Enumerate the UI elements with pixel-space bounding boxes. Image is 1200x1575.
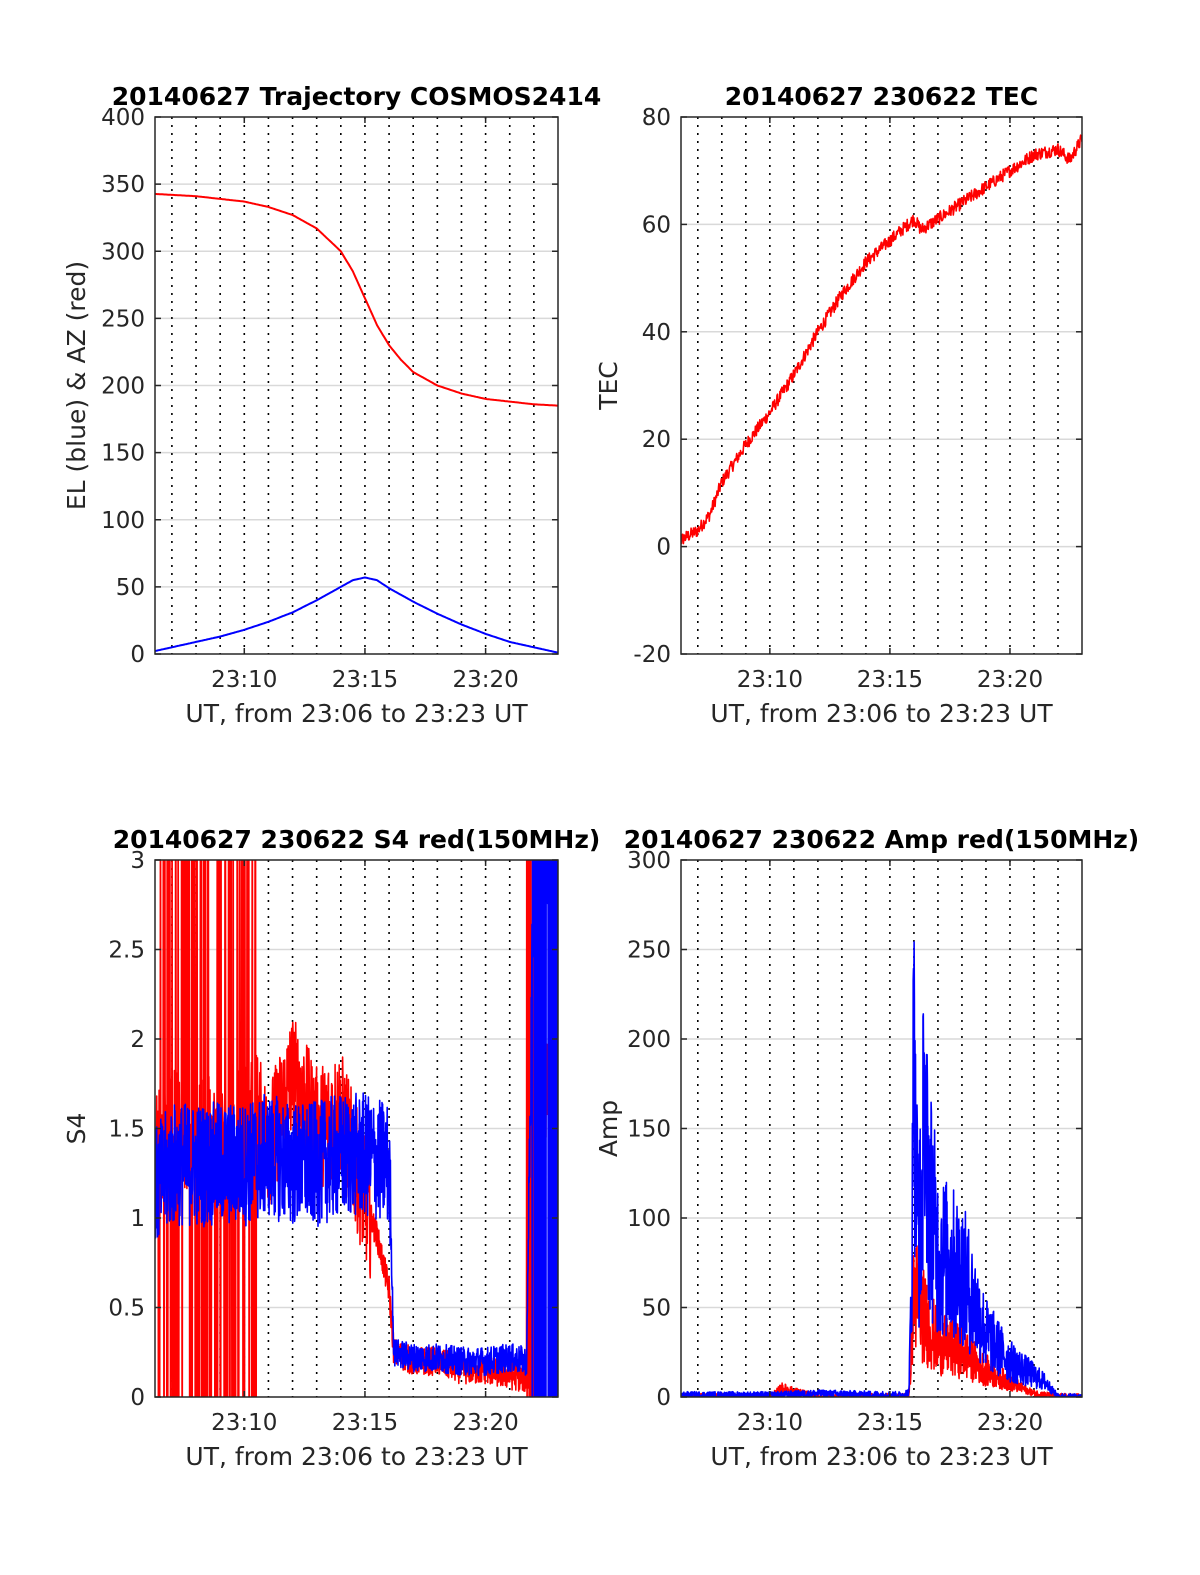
y-tick-label: 2.5 bbox=[108, 938, 145, 964]
series-red-line bbox=[155, 192, 558, 407]
y-tick-label: 0 bbox=[656, 1385, 671, 1411]
x-tick-label: 23:20 bbox=[452, 667, 518, 693]
series-blue-line bbox=[681, 941, 1082, 1397]
chart-panel-3: 0 0.5 1 1.5 2 2.5 3 23:10 23:15 23:20 20140627 230… bbox=[62, 825, 601, 1471]
x-tick-label: 23:20 bbox=[977, 667, 1043, 693]
y-tick-label: 50 bbox=[116, 575, 145, 601]
y-tick-label: 0.5 bbox=[108, 1296, 145, 1322]
chart-panel-2: -20 0 20 40 60 80 23:10 23:15 23:20 20140627 2306… bbox=[594, 82, 1083, 728]
x-tick-label: 23:10 bbox=[737, 1410, 803, 1436]
y-tick-label: 200 bbox=[627, 1027, 671, 1053]
y-tick-label: 1.5 bbox=[108, 1117, 145, 1143]
x-tick-label: 23:20 bbox=[452, 1410, 518, 1436]
y-tick-label: 250 bbox=[627, 938, 671, 964]
y-tick-label: 150 bbox=[627, 1117, 671, 1143]
x-axis-label: UT, from 23:06 to 23:23 UT bbox=[710, 699, 1053, 728]
y-tick-label: 3 bbox=[130, 848, 145, 874]
x-tick-label: 23:15 bbox=[857, 667, 923, 693]
x-axis-label: UT, from 23:06 to 23:23 UT bbox=[185, 699, 528, 728]
y-tick-label: 2 bbox=[130, 1027, 145, 1053]
y-tick-label: 50 bbox=[642, 1296, 671, 1322]
chart-title: 20140627 230622 Amp red(150MHz) bbox=[624, 825, 1140, 854]
y-tick-label: 300 bbox=[627, 848, 671, 874]
y-axis-label: Amp bbox=[594, 1100, 623, 1157]
series-blue-line bbox=[155, 576, 558, 654]
chart-title: 20140627 230622 TEC bbox=[725, 82, 1038, 111]
y-tick-label: 350 bbox=[101, 172, 145, 198]
y-tick-label: 80 bbox=[642, 105, 671, 131]
series-group bbox=[681, 941, 1082, 1397]
y-tick-label: 100 bbox=[627, 1206, 671, 1232]
y-tick-label: 40 bbox=[642, 320, 671, 346]
x-tick-label: 23:15 bbox=[857, 1410, 923, 1436]
y-tick-label: 1 bbox=[130, 1206, 145, 1232]
series-blue-line bbox=[155, 860, 558, 1397]
y-axis-label: S4 bbox=[62, 1113, 91, 1145]
x-tick-label: 23:15 bbox=[332, 667, 398, 693]
y-tick-label: 400 bbox=[101, 105, 145, 131]
x-axis-label: UT, from 23:06 to 23:23 UT bbox=[185, 1442, 528, 1471]
x-tick-label: 23:10 bbox=[211, 1410, 277, 1436]
y-axis-label: EL (blue) & AZ (red) bbox=[62, 261, 91, 510]
x-tick-label: 23:20 bbox=[977, 1410, 1043, 1436]
y-tick-label: 100 bbox=[101, 508, 145, 534]
chart-panel-1: 0 50 100 150 200 250 300 350 400 23:10 23:15 23:20 2… bbox=[62, 82, 601, 728]
y-tick-label: 60 bbox=[642, 212, 671, 238]
series-group bbox=[155, 192, 558, 654]
x-tick-label: 23:10 bbox=[211, 667, 277, 693]
y-tick-label: 20 bbox=[642, 427, 671, 453]
y-tick-label: 150 bbox=[101, 441, 145, 467]
chart-title: 20140627 Trajectory COSMOS2414 bbox=[112, 82, 602, 111]
chart-panel-4: 0 50 100 150 200 250 300 23:10 23:15 23:20 2014062… bbox=[594, 825, 1139, 1471]
y-tick-label: 0 bbox=[130, 642, 145, 668]
x-axis-label: UT, from 23:06 to 23:23 UT bbox=[710, 1442, 1053, 1471]
y-tick-label: -20 bbox=[633, 642, 671, 668]
series-red-line bbox=[681, 134, 1082, 545]
y-axis-label: TEC bbox=[594, 361, 623, 411]
y-tick-label: 200 bbox=[101, 374, 145, 400]
series-group bbox=[681, 134, 1082, 545]
axes-box bbox=[680, 116, 1083, 655]
series-group bbox=[155, 860, 558, 1397]
chart-title: 20140627 230622 S4 red(150MHz) bbox=[113, 825, 601, 854]
x-tick-label: 23:10 bbox=[737, 667, 803, 693]
x-tick-label: 23:15 bbox=[332, 1410, 398, 1436]
y-tick-label: 250 bbox=[101, 306, 145, 332]
y-tick-label: 300 bbox=[101, 239, 145, 265]
y-tick-label: 0 bbox=[130, 1385, 145, 1411]
y-tick-label: 0 bbox=[656, 535, 671, 561]
